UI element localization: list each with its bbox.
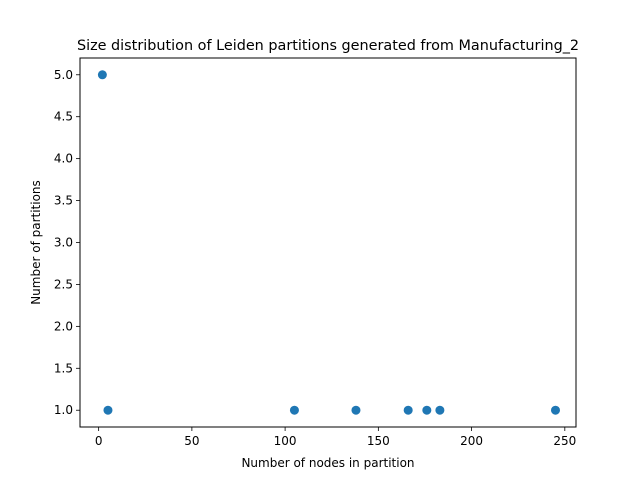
y-axis-label: Number of partitions xyxy=(29,180,43,305)
x-tick-label: 100 xyxy=(274,434,297,448)
scatter-point xyxy=(435,405,445,415)
scatter-point xyxy=(97,70,107,80)
y-tick-label: 3.0 xyxy=(54,236,73,250)
y-tick-label: 1.5 xyxy=(54,361,73,375)
x-tick-label: 0 xyxy=(95,434,103,448)
y-tick-label: 2.5 xyxy=(54,277,73,291)
x-tick-label: 150 xyxy=(367,434,390,448)
chart-title: Size distribution of Leiden partitions g… xyxy=(77,38,579,54)
y-tick-label: 3.5 xyxy=(54,194,73,208)
scatter-points xyxy=(97,70,560,415)
y-tick-label: 5.0 xyxy=(54,68,73,82)
scatter-point xyxy=(403,405,413,415)
y-axis: 1.0 1.5 2.0 2.5 3.0 3.5 4.0 4.5 5.0 xyxy=(54,68,80,417)
y-tick-label: 1.0 xyxy=(54,403,73,417)
y-tick-label: 4.0 xyxy=(54,152,73,166)
x-axis: 0 50 100 150 200 250 xyxy=(95,427,576,448)
x-tick-label: 50 xyxy=(184,434,199,448)
scatter-point xyxy=(103,405,113,415)
scatter-point xyxy=(351,405,361,415)
x-tick-label: 250 xyxy=(553,434,576,448)
scatter-point xyxy=(550,405,560,415)
scatter-point xyxy=(289,405,299,415)
y-tick-label: 2.0 xyxy=(54,319,73,333)
x-axis-label: Number of nodes in partition xyxy=(241,456,414,470)
scatter-point xyxy=(422,405,432,415)
plot-area xyxy=(79,57,577,428)
x-tick-label: 200 xyxy=(460,434,483,448)
y-tick-label: 4.5 xyxy=(54,110,73,124)
